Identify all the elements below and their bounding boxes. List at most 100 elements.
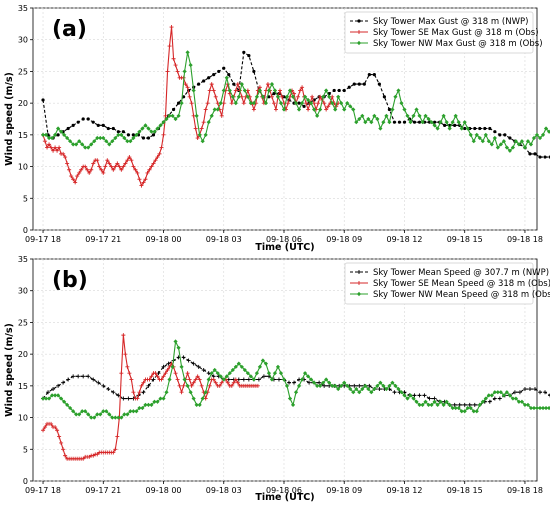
data-point bbox=[487, 399, 492, 404]
data-point bbox=[354, 120, 359, 125]
data-point bbox=[129, 158, 134, 163]
data-point bbox=[128, 139, 133, 144]
data-point bbox=[227, 371, 232, 376]
data-point bbox=[46, 396, 52, 401]
data-point bbox=[302, 371, 308, 376]
data-point bbox=[135, 396, 140, 401]
data-point bbox=[213, 380, 218, 385]
data-point bbox=[272, 371, 278, 376]
data-point bbox=[110, 139, 115, 144]
data-point bbox=[227, 73, 231, 77]
data-point bbox=[339, 101, 344, 106]
x-tick-label: 09-18 06 bbox=[266, 235, 302, 244]
data-point bbox=[241, 377, 246, 382]
data-point bbox=[543, 390, 548, 395]
data-point bbox=[525, 139, 531, 144]
data-point bbox=[474, 132, 479, 137]
data-point bbox=[477, 135, 482, 141]
data-point bbox=[366, 116, 371, 122]
data-point bbox=[251, 101, 256, 106]
data-point bbox=[119, 371, 124, 376]
data-point bbox=[229, 101, 234, 106]
data-point bbox=[468, 132, 473, 137]
data-point bbox=[342, 380, 347, 385]
data-point bbox=[402, 393, 407, 398]
data-point bbox=[387, 120, 392, 125]
data-point bbox=[127, 155, 132, 160]
data-point bbox=[65, 135, 70, 141]
data-point bbox=[76, 374, 81, 379]
data-point bbox=[203, 390, 208, 395]
data-point bbox=[149, 374, 154, 379]
data-point bbox=[212, 107, 217, 112]
series-3 bbox=[40, 339, 550, 420]
data-point bbox=[197, 402, 202, 407]
data-point bbox=[251, 107, 256, 112]
data-point bbox=[246, 377, 251, 382]
data-point bbox=[101, 409, 106, 414]
data-point bbox=[546, 405, 550, 411]
data-point bbox=[534, 132, 540, 137]
data-point bbox=[498, 142, 503, 147]
data-point bbox=[127, 371, 132, 376]
data-point bbox=[116, 415, 121, 420]
data-point bbox=[191, 88, 196, 93]
data-point bbox=[133, 167, 138, 172]
data-point bbox=[137, 177, 142, 182]
data-point bbox=[427, 396, 432, 401]
data-point bbox=[534, 405, 540, 411]
data-point bbox=[507, 148, 512, 153]
legend-entry: Sky Tower Max Gust @ 318 m (NWP) bbox=[373, 17, 528, 27]
data-point bbox=[52, 393, 58, 398]
data-point bbox=[352, 383, 357, 388]
data-point bbox=[41, 98, 45, 102]
data-point bbox=[217, 69, 221, 74]
y-tick-label: 35 bbox=[18, 255, 28, 264]
data-point bbox=[429, 120, 434, 125]
data-point bbox=[222, 66, 226, 70]
data-point bbox=[143, 402, 148, 407]
legend-frame bbox=[344, 11, 534, 54]
data-point bbox=[55, 428, 60, 433]
data-point bbox=[488, 126, 492, 131]
data-point bbox=[278, 371, 284, 376]
data-point bbox=[57, 434, 62, 439]
data-point bbox=[200, 139, 205, 144]
data-point bbox=[161, 364, 166, 369]
data-point bbox=[304, 101, 309, 106]
data-point bbox=[117, 164, 122, 169]
data-point bbox=[86, 374, 91, 379]
panel-a-x-axis-label: Time (UTC) bbox=[255, 242, 314, 253]
data-point bbox=[278, 101, 284, 106]
data-point bbox=[390, 380, 395, 385]
data-point bbox=[55, 126, 61, 131]
data-point bbox=[71, 123, 75, 127]
data-point bbox=[305, 374, 311, 379]
data-point bbox=[339, 383, 344, 388]
data-point bbox=[149, 164, 154, 169]
data-point bbox=[516, 142, 522, 147]
data-point bbox=[414, 107, 419, 112]
data-point bbox=[209, 371, 214, 376]
data-point bbox=[417, 120, 422, 124]
data-point bbox=[81, 374, 86, 379]
panel-b-grid bbox=[33, 258, 537, 482]
data-point bbox=[191, 361, 196, 366]
data-point bbox=[189, 101, 194, 106]
legend-entry: Sky Tower NW Max Gust @ 318 m (Obs) bbox=[373, 39, 543, 49]
data-point bbox=[459, 126, 464, 131]
data-point bbox=[74, 412, 79, 417]
data-point bbox=[392, 120, 397, 124]
data-point bbox=[287, 396, 293, 401]
data-point bbox=[176, 101, 181, 105]
data-point bbox=[151, 377, 156, 382]
data-point bbox=[159, 145, 164, 150]
data-point bbox=[315, 113, 320, 118]
data-point bbox=[377, 387, 382, 392]
data-point bbox=[182, 69, 187, 74]
data-point bbox=[432, 123, 437, 128]
data-point bbox=[159, 377, 164, 382]
data-point bbox=[207, 383, 212, 388]
data-point bbox=[357, 116, 362, 122]
data-point bbox=[366, 386, 371, 392]
